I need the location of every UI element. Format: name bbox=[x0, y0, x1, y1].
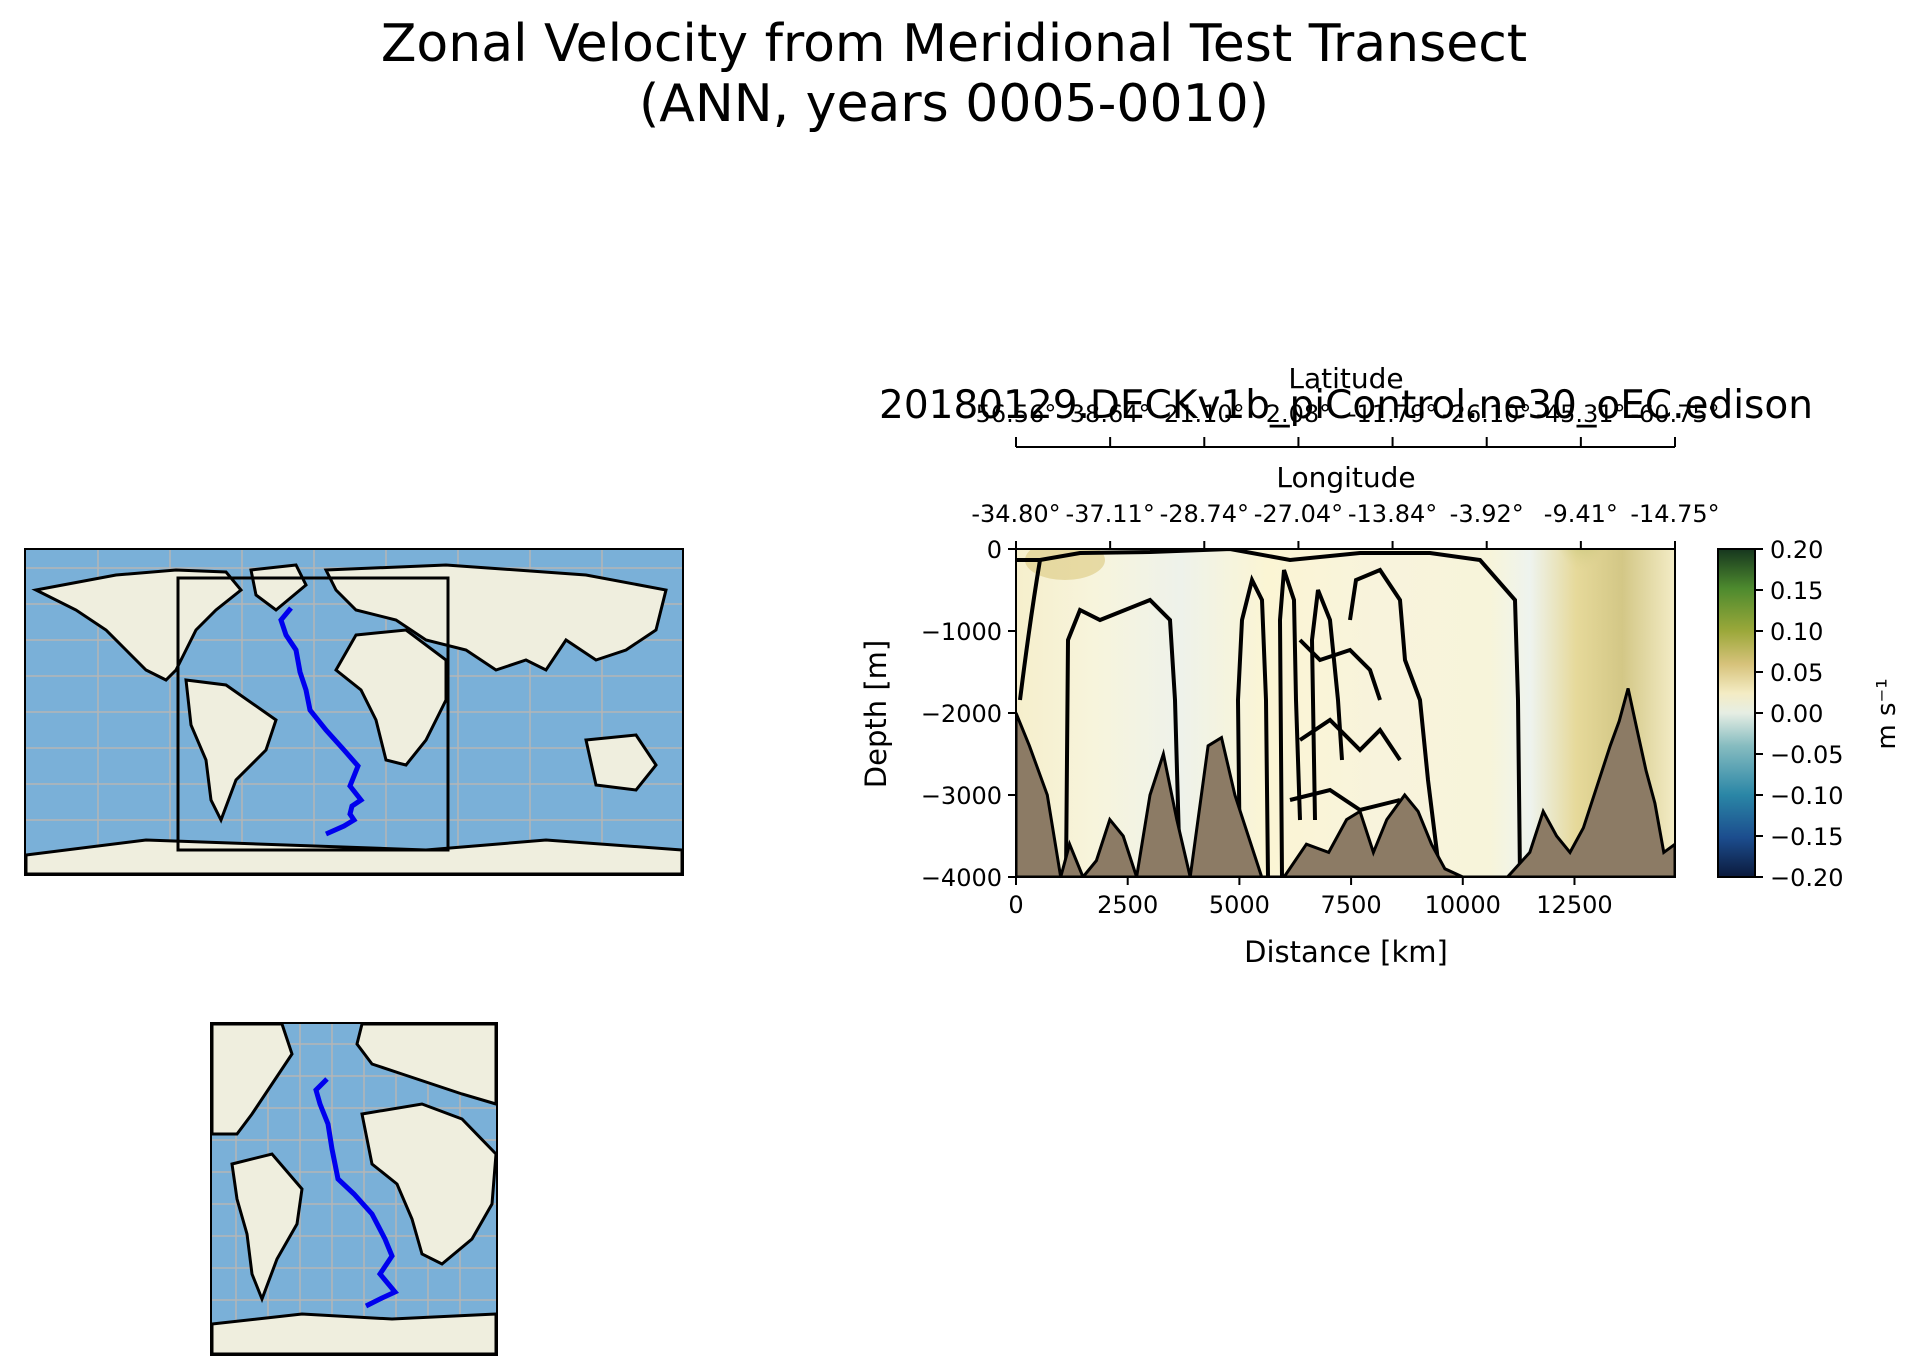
x-tick-label: 0 bbox=[1008, 891, 1023, 919]
y-tick-label: 0 bbox=[987, 536, 1002, 564]
longitude-axis-label: Longitude bbox=[1276, 461, 1415, 494]
y-tick-label: −2000 bbox=[921, 700, 1002, 728]
longitude-tick-label: -13.84° bbox=[1348, 500, 1437, 528]
latitude-tick-label: -26.10° bbox=[1442, 400, 1531, 428]
antarctica-land bbox=[212, 1312, 496, 1354]
y-tick-label: −1000 bbox=[921, 618, 1002, 646]
bathymetry bbox=[1016, 688, 1675, 877]
colorbar-ticks: 0.20 0.15 0.10 0.05 0.00 −0.05 −0.10 −0.15 −0.20 bbox=[1755, 536, 1844, 892]
africa-land bbox=[334, 628, 448, 767]
colorbar-tick-label: −0.20 bbox=[1770, 864, 1844, 892]
x-tick-label: 5000 bbox=[1209, 891, 1270, 919]
north-america-land bbox=[31, 568, 244, 682]
colorbar bbox=[1717, 548, 1756, 878]
zoom-region-box bbox=[176, 576, 450, 852]
colorbar-tick-label: −0.10 bbox=[1770, 782, 1844, 810]
x-tick-label: 7500 bbox=[1321, 891, 1382, 919]
longitude-tick-label: -27.04° bbox=[1254, 500, 1343, 528]
colorbar-tick-label: 0.10 bbox=[1770, 618, 1823, 646]
x-tick-label: 2500 bbox=[1097, 891, 1158, 919]
global-map bbox=[24, 548, 684, 876]
latitude-tick-label: -45.31° bbox=[1536, 400, 1625, 428]
longitude-tick-label: -14.75° bbox=[1630, 500, 1719, 528]
colorbar-tick-label: 0.20 bbox=[1770, 536, 1823, 564]
colorbar-tick-label: 0.15 bbox=[1770, 577, 1823, 605]
latitude-tick-label: -60.75° bbox=[1630, 400, 1719, 428]
north-america-land bbox=[212, 1024, 294, 1136]
x-tick-label: 10000 bbox=[1425, 891, 1501, 919]
y-ticks: 0 −1000 −2000 −3000 −4000 bbox=[921, 536, 1016, 892]
europe-land bbox=[355, 1024, 496, 1106]
colorbar-tick-label: 0.00 bbox=[1770, 700, 1823, 728]
y-tick-label: −3000 bbox=[921, 782, 1002, 810]
south-america-land bbox=[184, 678, 278, 824]
colorbar-tick-label: 0.05 bbox=[1770, 659, 1823, 687]
australia-land bbox=[584, 733, 658, 792]
latitude-tick-label: 56.56° bbox=[976, 400, 1057, 428]
south-america-land bbox=[230, 1152, 304, 1304]
longitude-tick-label: -37.11° bbox=[1065, 500, 1154, 528]
subplot-title: 20180129.DECKv1b_piControl.ne30_oEC.edis… bbox=[879, 383, 1813, 428]
latitude-tick-label: -11.79° bbox=[1348, 400, 1437, 428]
latitude-tick-label: 38.64° bbox=[1070, 400, 1151, 428]
transect-line bbox=[313, 1077, 400, 1309]
figure-title-line2: (ANN, years 0005-0010) bbox=[638, 74, 1270, 134]
longitude-tick-label: -34.80° bbox=[971, 500, 1060, 528]
x-tick-label: 12500 bbox=[1536, 891, 1612, 919]
longitude-tick-label: -3.92° bbox=[1450, 500, 1524, 528]
colorbar-tick-label: −0.05 bbox=[1770, 741, 1844, 769]
longitude-tick-label: -28.74° bbox=[1160, 500, 1249, 528]
longitude-ticks: -34.80° -37.11° -28.74° -27.04° -13.84° -3.92… bbox=[971, 500, 1720, 549]
longitude-tick-label: -9.41° bbox=[1544, 500, 1618, 528]
africa-land bbox=[360, 1102, 496, 1266]
velocity-contours bbox=[1016, 549, 1522, 877]
colorbar-tick-label: −0.15 bbox=[1770, 823, 1844, 851]
latitude-tick-label: 2.08° bbox=[1266, 400, 1331, 428]
greenland-land bbox=[249, 563, 308, 612]
y-tick-label: −4000 bbox=[921, 864, 1002, 892]
eurasia-land bbox=[323, 563, 668, 672]
latitude-axis-label: Latitude bbox=[1288, 362, 1403, 395]
y-axis-label: Depth [m] bbox=[859, 640, 893, 788]
regional-map bbox=[210, 1022, 498, 1356]
x-ticks: 0 2500 5000 7500 10000 12500 bbox=[1008, 877, 1613, 919]
figure-title-line1: Zonal Velocity from Meridional Test Tran… bbox=[380, 14, 1528, 74]
colorbar-label: m s⁻¹ bbox=[1872, 678, 1902, 749]
transect-line bbox=[278, 606, 365, 837]
latitude-tick-label: 21.10° bbox=[1164, 400, 1245, 428]
latitude-ticks: 56.56° 38.64° 21.10° 2.08° -11.79° -26.10° -45… bbox=[976, 400, 1720, 447]
eastward-jet bbox=[1548, 549, 1616, 643]
x-axis-label: Distance [km] bbox=[1244, 935, 1448, 969]
